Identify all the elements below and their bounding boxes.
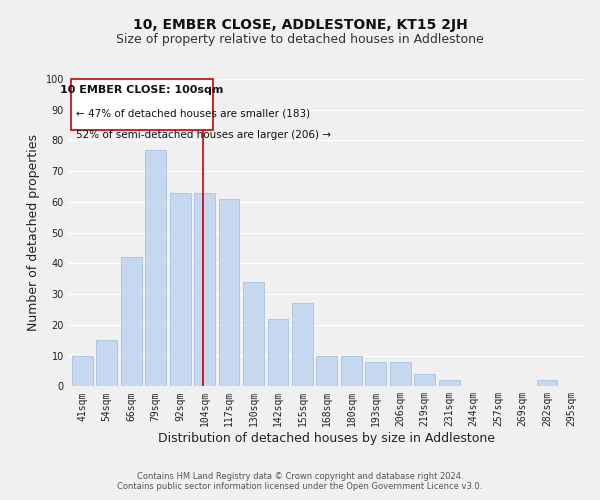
Text: ← 47% of detached houses are smaller (183): ← 47% of detached houses are smaller (18…: [76, 108, 311, 118]
Bar: [439, 380, 460, 386]
Bar: [341, 356, 362, 386]
X-axis label: Distribution of detached houses by size in Addlestone: Distribution of detached houses by size …: [158, 432, 496, 445]
Text: 52% of semi-detached houses are larger (206) →: 52% of semi-detached houses are larger (…: [76, 130, 331, 140]
Bar: [97, 340, 117, 386]
Bar: [292, 304, 313, 386]
Bar: [243, 282, 264, 387]
Bar: [390, 362, 410, 386]
Bar: [72, 356, 92, 386]
Text: Size of property relative to detached houses in Addlestone: Size of property relative to detached ho…: [116, 32, 484, 46]
Bar: [365, 362, 386, 386]
Bar: [536, 380, 557, 386]
Bar: [268, 318, 289, 386]
Bar: [145, 150, 166, 386]
Y-axis label: Number of detached properties: Number of detached properties: [27, 134, 40, 331]
Bar: [218, 199, 239, 386]
Bar: [194, 192, 215, 386]
Bar: [415, 374, 435, 386]
Bar: [316, 356, 337, 386]
Bar: [170, 192, 191, 386]
Text: Contains public sector information licensed under the Open Government Licence v3: Contains public sector information licen…: [118, 482, 482, 491]
Text: 10, EMBER CLOSE, ADDLESTONE, KT15 2JH: 10, EMBER CLOSE, ADDLESTONE, KT15 2JH: [133, 18, 467, 32]
Text: Contains HM Land Registry data © Crown copyright and database right 2024.: Contains HM Land Registry data © Crown c…: [137, 472, 463, 481]
Bar: [121, 258, 142, 386]
FancyBboxPatch shape: [71, 79, 213, 130]
Text: 10 EMBER CLOSE: 100sqm: 10 EMBER CLOSE: 100sqm: [61, 85, 224, 95]
